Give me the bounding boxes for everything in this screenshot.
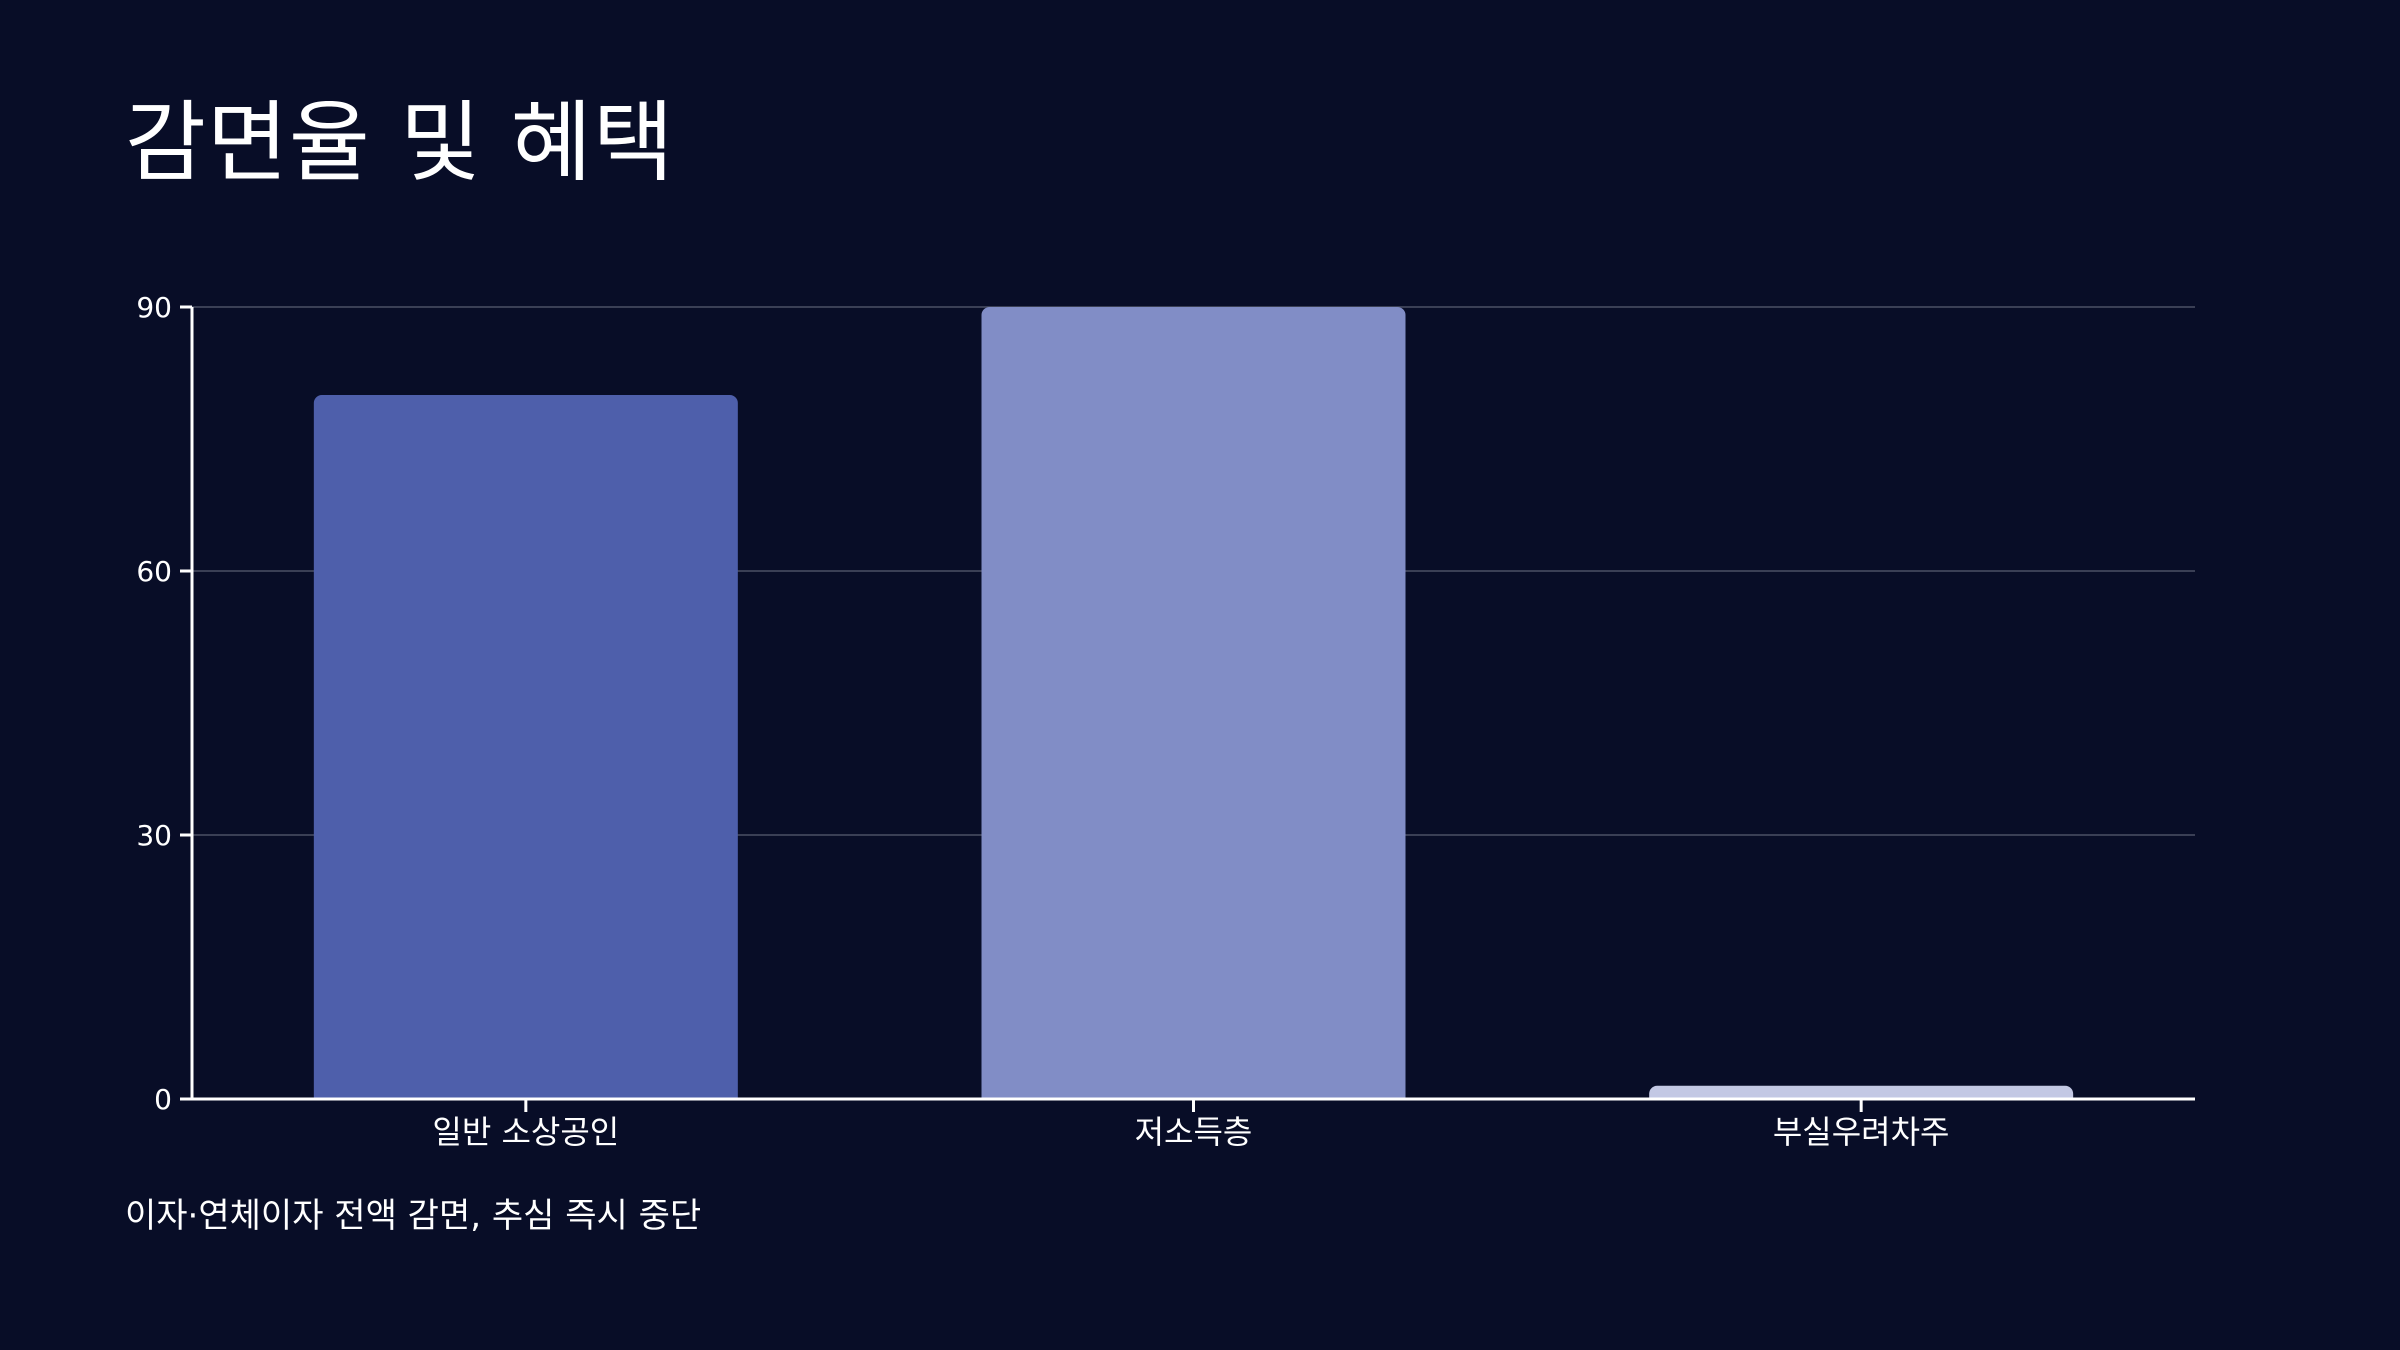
x-category-label: 저소득층 [1135, 1113, 1253, 1151]
y-tick-label: 30 [136, 819, 172, 852]
x-axis-ticks: 일반 소상공인 저소득층 부실우려차주 [432, 1099, 1949, 1151]
y-tick-label: 90 [136, 291, 172, 324]
y-tick-label: 0 [154, 1083, 172, 1116]
bars [194, 307, 2197, 1109]
bar [313, 395, 738, 1105]
bar [981, 307, 1406, 1105]
chart-subtitle: 이자·연체이자 전액 감면, 추심 즉시 중단 [125, 1196, 702, 1236]
chart-title: 감면율 및 혜택 [125, 91, 675, 194]
axis-mask [194, 1099, 2197, 1109]
x-category-label: 일반 소상공인 [432, 1113, 619, 1151]
y-tick-label: 60 [136, 555, 172, 588]
y-axis-ticks: 0 30 60 90 [136, 291, 192, 1116]
x-category-label: 부실우려차주 [1773, 1113, 1950, 1151]
